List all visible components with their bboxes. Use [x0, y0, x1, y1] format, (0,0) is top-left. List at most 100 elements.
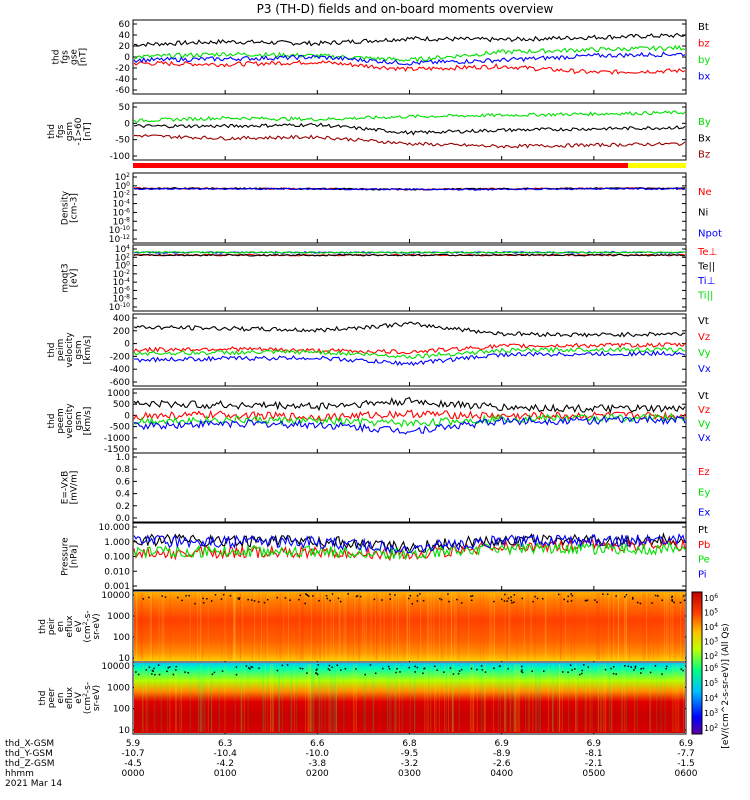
- spectrogram-dot: [448, 600, 450, 603]
- y-tick-label: 10-10: [109, 302, 130, 314]
- spectrogram-dot: [452, 673, 455, 675]
- y-label-line: gsm: [74, 411, 84, 430]
- spectrogram-dot: [480, 665, 483, 667]
- spectrogram-dot: [249, 668, 251, 670]
- y-axis-label: E=-VxB [mV/m]: [61, 471, 80, 505]
- y-label-line: eflux: [65, 686, 75, 709]
- y-tick-label: 104: [115, 244, 130, 256]
- y-tick-label: 60: [119, 20, 131, 30]
- colorbar-tick-exponent: 3: [714, 636, 718, 643]
- spectrogram-dot: [369, 664, 372, 666]
- spectrogram-dot: [521, 597, 524, 600]
- y-tick-label: 500: [113, 400, 130, 410]
- y-axis-label: thd peer en eflux eV (cm2-s-sr-eV): [38, 682, 102, 714]
- spectrogram-dot: [562, 671, 564, 673]
- spectrogram-dot: [602, 593, 604, 595]
- legend-ti: Ti⊥: [697, 276, 715, 287]
- y-label-line: peem: [56, 408, 66, 434]
- spectrogram-dot: [389, 593, 391, 596]
- spectrogram-dot: [503, 600, 506, 602]
- y-label-line: gsm: [74, 340, 84, 359]
- spectrogram-dot: [184, 671, 186, 673]
- spectrogram-dot: [276, 596, 278, 599]
- x-tick-value: -3.8: [309, 759, 327, 769]
- spectrogram-dot: [250, 666, 253, 668]
- y-label-line: en: [56, 621, 66, 632]
- spectrogram-dot: [142, 598, 145, 600]
- spectrogram-dot: [299, 667, 302, 670]
- colorbar-tick-label: 103: [704, 708, 718, 719]
- colorbar-tick-exponent: 4: [714, 622, 718, 629]
- spectrogram-dot: [359, 595, 362, 598]
- spectrogram-dot: [606, 593, 609, 596]
- panel-frame: [132, 452, 687, 523]
- spectrogram-dot: [679, 601, 682, 604]
- spectrogram-dot: [673, 601, 675, 604]
- status-bar-yellow: [628, 163, 686, 168]
- spectrogram-dot: [569, 664, 572, 666]
- y-label-line: thd: [38, 691, 48, 706]
- spectrogram-dot: [381, 599, 383, 601]
- spectrogram-dot: [202, 597, 204, 600]
- spectrogram-dot: [682, 595, 685, 597]
- spectrogram-dot: [301, 667, 304, 670]
- spectrogram-dot: [409, 594, 412, 597]
- y-label-line: -1>60: [74, 117, 84, 145]
- y-tick-label: 10-12: [109, 234, 130, 246]
- y-tick-label: 102: [115, 172, 130, 184]
- spectrogram-dot: [571, 594, 574, 597]
- spectrogram-dot: [510, 599, 513, 602]
- spectrogram-dot: [211, 673, 214, 676]
- y-tick-label: -200: [110, 352, 131, 362]
- legend-bx: bx: [698, 72, 710, 83]
- spectrogram-dot: [304, 602, 306, 605]
- x-tick-value: -10.4: [214, 749, 238, 759]
- spectrogram-dot: [531, 670, 533, 672]
- y-axis-label: thd fgs gsm -1>60 [nT]: [47, 117, 93, 145]
- y-tick-label: 0: [124, 53, 130, 63]
- figure-title: P3 (TH-D) fields and on-board moments ov…: [257, 2, 554, 16]
- spectrogram-dot: [399, 671, 401, 673]
- legend-ne: Ne: [698, 187, 712, 198]
- y-tick-label: 10-2: [113, 268, 131, 280]
- spectrogram-dot: [251, 666, 254, 668]
- spectrogram-dot: [631, 598, 634, 600]
- y-tick-label: 1000: [107, 612, 130, 622]
- x-tick-value: 5.9: [126, 739, 141, 749]
- y-axis-label: thd peem velocity gsm [km/s]: [47, 403, 93, 439]
- spectrogram-dot: [151, 673, 153, 675]
- spectrogram-dot: [253, 600, 256, 602]
- panels: thd fgs gse [nT]6040200-20-40-60Btbzbybxthd…: [38, 19, 722, 736]
- colorbar-label: [eV/(cm^2-s-sr-eV)] (All Qs): [721, 623, 731, 748]
- spectrogram-dot: [665, 667, 667, 670]
- y-label-line: [nPa]: [70, 545, 80, 568]
- spectrogram-dot: [654, 594, 657, 597]
- spectrogram-dot: [396, 667, 398, 670]
- spectrogram-dot: [247, 667, 250, 669]
- y-label-line: Pressure: [61, 537, 71, 576]
- spectrogram-dot: [419, 593, 421, 595]
- panel-3: Density [cm-3] 10210010-210-410-610-810-10…: [61, 172, 722, 246]
- spectrogram-dot: [651, 602, 653, 604]
- spectrogram-dot: [250, 599, 253, 601]
- y-label-line: [eV]: [70, 269, 80, 288]
- spectrogram-dot: [202, 602, 205, 604]
- spectrogram-dot: [615, 673, 617, 675]
- y-tick-label: 0.2: [116, 502, 130, 512]
- x-tick-value: -8.9: [493, 749, 511, 759]
- spectrogram-dot: [440, 598, 443, 601]
- legend-ez: Ez: [698, 467, 710, 478]
- y-label-line: velocity: [65, 332, 75, 368]
- spectrogram-dot: [457, 672, 460, 675]
- spectrogram-dot: [284, 597, 287, 599]
- series-line-bt: [133, 32, 686, 47]
- legend-ex: Ex: [698, 508, 710, 519]
- spectrogram-dot: [513, 594, 516, 596]
- spectrogram-dot: [316, 673, 319, 676]
- y-label-line: eV: [74, 620, 84, 633]
- legend-bx: Bx: [698, 133, 711, 144]
- spectrogram-dot: [584, 599, 587, 602]
- x-tick-value: 0300: [398, 769, 421, 779]
- x-tick-value: -3.2: [401, 759, 419, 769]
